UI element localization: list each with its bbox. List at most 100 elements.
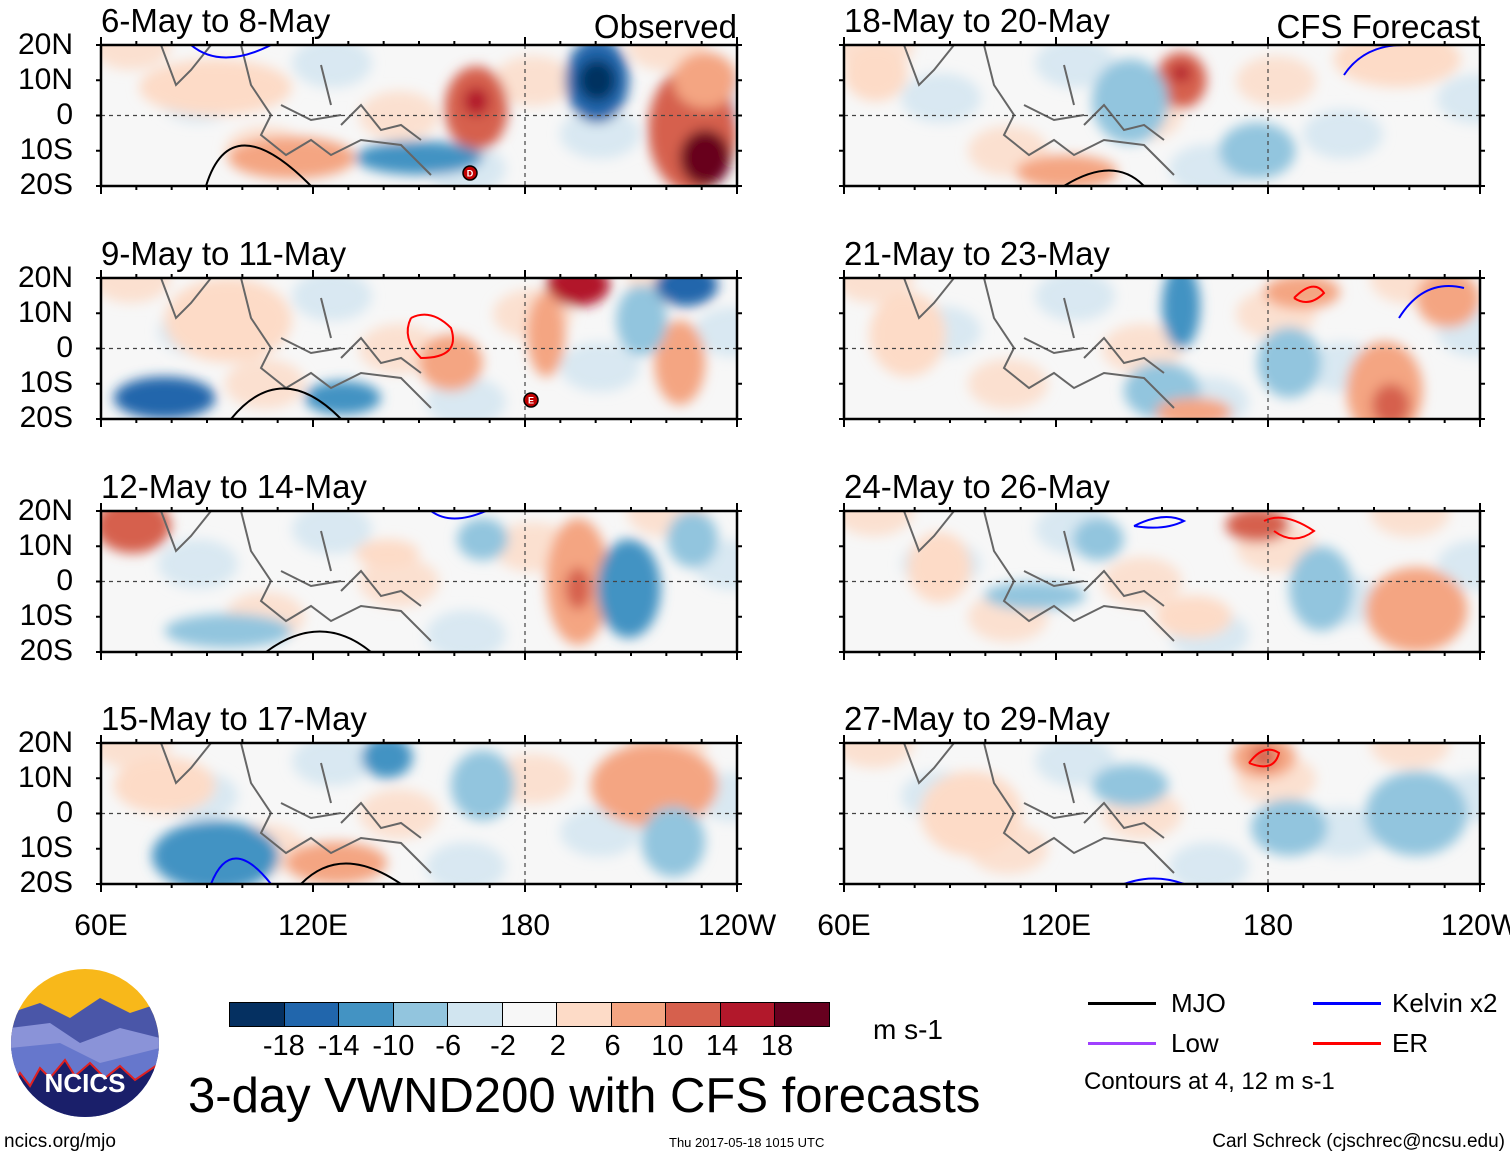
anomaly-shade <box>1015 154 1118 186</box>
wave-contour <box>300 862 402 884</box>
lon-label: 120E <box>277 909 349 942</box>
panel-title: 12-May to 14-May <box>101 468 367 505</box>
anomaly-shade <box>920 771 1023 856</box>
colorbar-swatch <box>775 1003 829 1026</box>
anomaly-shade <box>1251 745 1277 769</box>
legend-label-mjo: MJO <box>1171 988 1226 1018</box>
legend-label-low: Low <box>1171 1028 1219 1058</box>
anomaly-shade <box>616 285 668 356</box>
anomaly-shade <box>164 278 292 363</box>
anomaly-shade <box>1365 567 1468 652</box>
panel-tag: CFS Forecast <box>1276 8 1480 45</box>
anomaly-shade <box>113 757 216 814</box>
anomaly-shade <box>228 136 356 179</box>
map-panel: D <box>96 37 742 194</box>
anomaly-shade <box>1155 595 1232 638</box>
anomaly-shade <box>1370 743 1450 769</box>
legend-line-kelvin <box>1313 1002 1381 1005</box>
colorbar-tick-label: -10 <box>372 1030 415 1062</box>
lat-label: 20N <box>17 726 73 759</box>
colorbar-swatch <box>230 1003 285 1026</box>
anomaly-shade <box>578 59 617 102</box>
anomaly-shade <box>641 806 706 877</box>
anomaly-shade <box>983 581 1086 610</box>
anomaly-shade <box>426 842 506 884</box>
anomaly-shade <box>1257 327 1321 398</box>
anomaly-shade <box>1162 278 1201 349</box>
panel-tag: Observed <box>593 8 737 45</box>
wave-contour <box>205 144 312 186</box>
colorbar-tick-label: -2 <box>490 1030 516 1062</box>
lat-label: 10S <box>19 831 73 864</box>
anomaly-shade <box>101 511 171 554</box>
anomaly-shade <box>968 359 1048 409</box>
coastline <box>903 278 1175 409</box>
map-panel <box>839 735 1485 892</box>
anomaly-shade <box>450 750 515 821</box>
footer-credit: Carl Schreck (cjschrec@ncsu.edu) <box>1212 1131 1505 1152</box>
anomaly-shade <box>1225 511 1290 543</box>
lat-label: 20S <box>19 866 73 899</box>
colorbar-tick-label: 10 <box>651 1030 684 1062</box>
anomaly-shade <box>113 376 216 419</box>
colorbar-swatch <box>666 1003 721 1026</box>
colorbar-tick-label: -18 <box>262 1030 305 1062</box>
panel-title: 27-May to 29-May <box>844 700 1110 737</box>
wave-contour <box>1248 748 1281 768</box>
anomaly-shade <box>304 380 381 415</box>
wave-contour <box>210 857 272 884</box>
lon-label: 180 <box>1242 909 1294 942</box>
anomaly-shade <box>1035 45 1115 88</box>
anomaly-shade <box>292 278 372 321</box>
colorbar-swatch <box>393 1003 448 1026</box>
lat-label: 20N <box>17 28 73 61</box>
anomaly-shade <box>560 109 640 159</box>
anomaly-shade <box>546 278 610 307</box>
legend-line-low <box>1088 1042 1156 1045</box>
coastline <box>160 511 432 642</box>
lon-label: 120W <box>1440 909 1510 942</box>
colorbar-tick-label: -6 <box>435 1030 462 1062</box>
anomaly-shade <box>292 743 372 786</box>
anomaly-shade <box>1169 842 1249 884</box>
lat-label: 20N <box>17 494 73 527</box>
lat-label: 10N <box>17 296 73 329</box>
colorbar-swatch <box>557 1003 612 1026</box>
wave-contour <box>430 511 487 520</box>
colorbar-tick-label: 6 <box>604 1030 621 1062</box>
anomaly-shade <box>654 278 718 307</box>
anomaly-shade <box>869 292 946 377</box>
anomaly-shade <box>1371 383 1411 419</box>
lat-label: 20S <box>19 401 73 434</box>
logo-text: NCICS <box>45 1068 126 1098</box>
storm-marker-label: D <box>467 169 474 179</box>
colorbar-swatch <box>720 1003 775 1026</box>
storm-marker-label: E <box>528 396 534 406</box>
anomaly-shade <box>164 613 292 648</box>
anomaly-shade <box>1289 546 1353 631</box>
wave-contour <box>406 313 454 360</box>
legend-line-er <box>1313 1042 1381 1045</box>
footer-url: ncics.org/mjo <box>4 1131 116 1152</box>
wave-contour <box>1123 877 1185 884</box>
colorbar-swatch <box>502 1003 557 1026</box>
anomaly-shade <box>560 342 640 392</box>
legend-line-mjo <box>1088 1002 1156 1005</box>
lat-label: 10N <box>17 761 73 794</box>
anomaly-shade <box>158 539 238 589</box>
coastline <box>903 511 1175 642</box>
coastline <box>903 45 1175 176</box>
panel-title: 24-May to 26-May <box>844 468 1110 505</box>
panel-title: 21-May to 23-May <box>844 235 1110 272</box>
anomaly-shade <box>1303 109 1383 159</box>
lat-label: 20S <box>19 168 73 201</box>
map-panel <box>96 503 742 660</box>
anomaly-shade <box>101 278 171 303</box>
anomaly-shade <box>901 73 981 123</box>
lat-label: 0 <box>56 331 73 364</box>
wave-contour <box>265 630 372 652</box>
anomaly-shade <box>1092 59 1169 144</box>
lat-label: 20S <box>19 634 73 667</box>
anomaly-shade <box>1155 397 1232 419</box>
colorbar-swatch <box>339 1003 394 1026</box>
